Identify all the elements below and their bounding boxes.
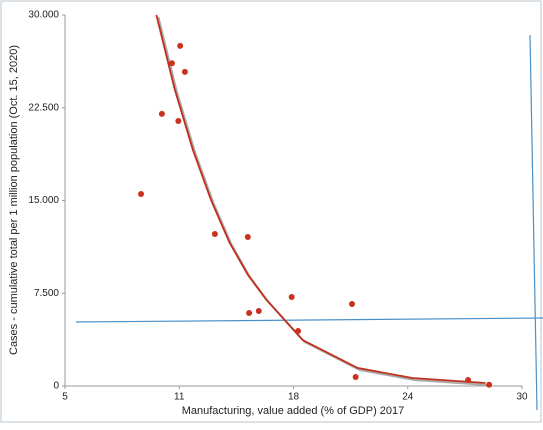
x-tick-label: 18 — [288, 392, 300, 403]
point — [138, 191, 145, 198]
y-tick-label: 30.000 — [28, 10, 59, 21]
point — [168, 60, 175, 67]
point — [177, 42, 184, 49]
x-tick-label: 5 — [62, 392, 68, 403]
point — [175, 117, 182, 124]
decor-line — [75, 317, 543, 323]
y-tick-label: 7.500 — [34, 288, 59, 299]
point — [246, 310, 253, 317]
y-axis-label: Cases - cumulative total per 1 million p… — [8, 45, 20, 355]
point — [181, 68, 188, 75]
point — [255, 307, 262, 314]
decor-line — [529, 34, 538, 411]
trend-line — [155, 14, 486, 384]
y-tick-label: 0 — [53, 381, 59, 392]
x-tick-label: 24 — [402, 392, 414, 403]
point — [352, 373, 359, 380]
trend-shadow — [157, 16, 488, 387]
point — [288, 293, 295, 300]
point — [348, 301, 355, 308]
x-tick-label: 11 — [174, 392, 185, 403]
point — [486, 381, 493, 388]
y-tick-label: 22.500 — [28, 102, 59, 113]
point — [465, 377, 472, 384]
point — [295, 327, 302, 334]
y-tick-label: 15.000 — [28, 195, 59, 206]
point — [244, 233, 251, 240]
x-axis-label: Manufacturing, value added (% of GDP) 20… — [182, 405, 405, 417]
point — [158, 110, 165, 117]
point — [211, 231, 218, 238]
x-tick-label: 30 — [516, 392, 528, 403]
